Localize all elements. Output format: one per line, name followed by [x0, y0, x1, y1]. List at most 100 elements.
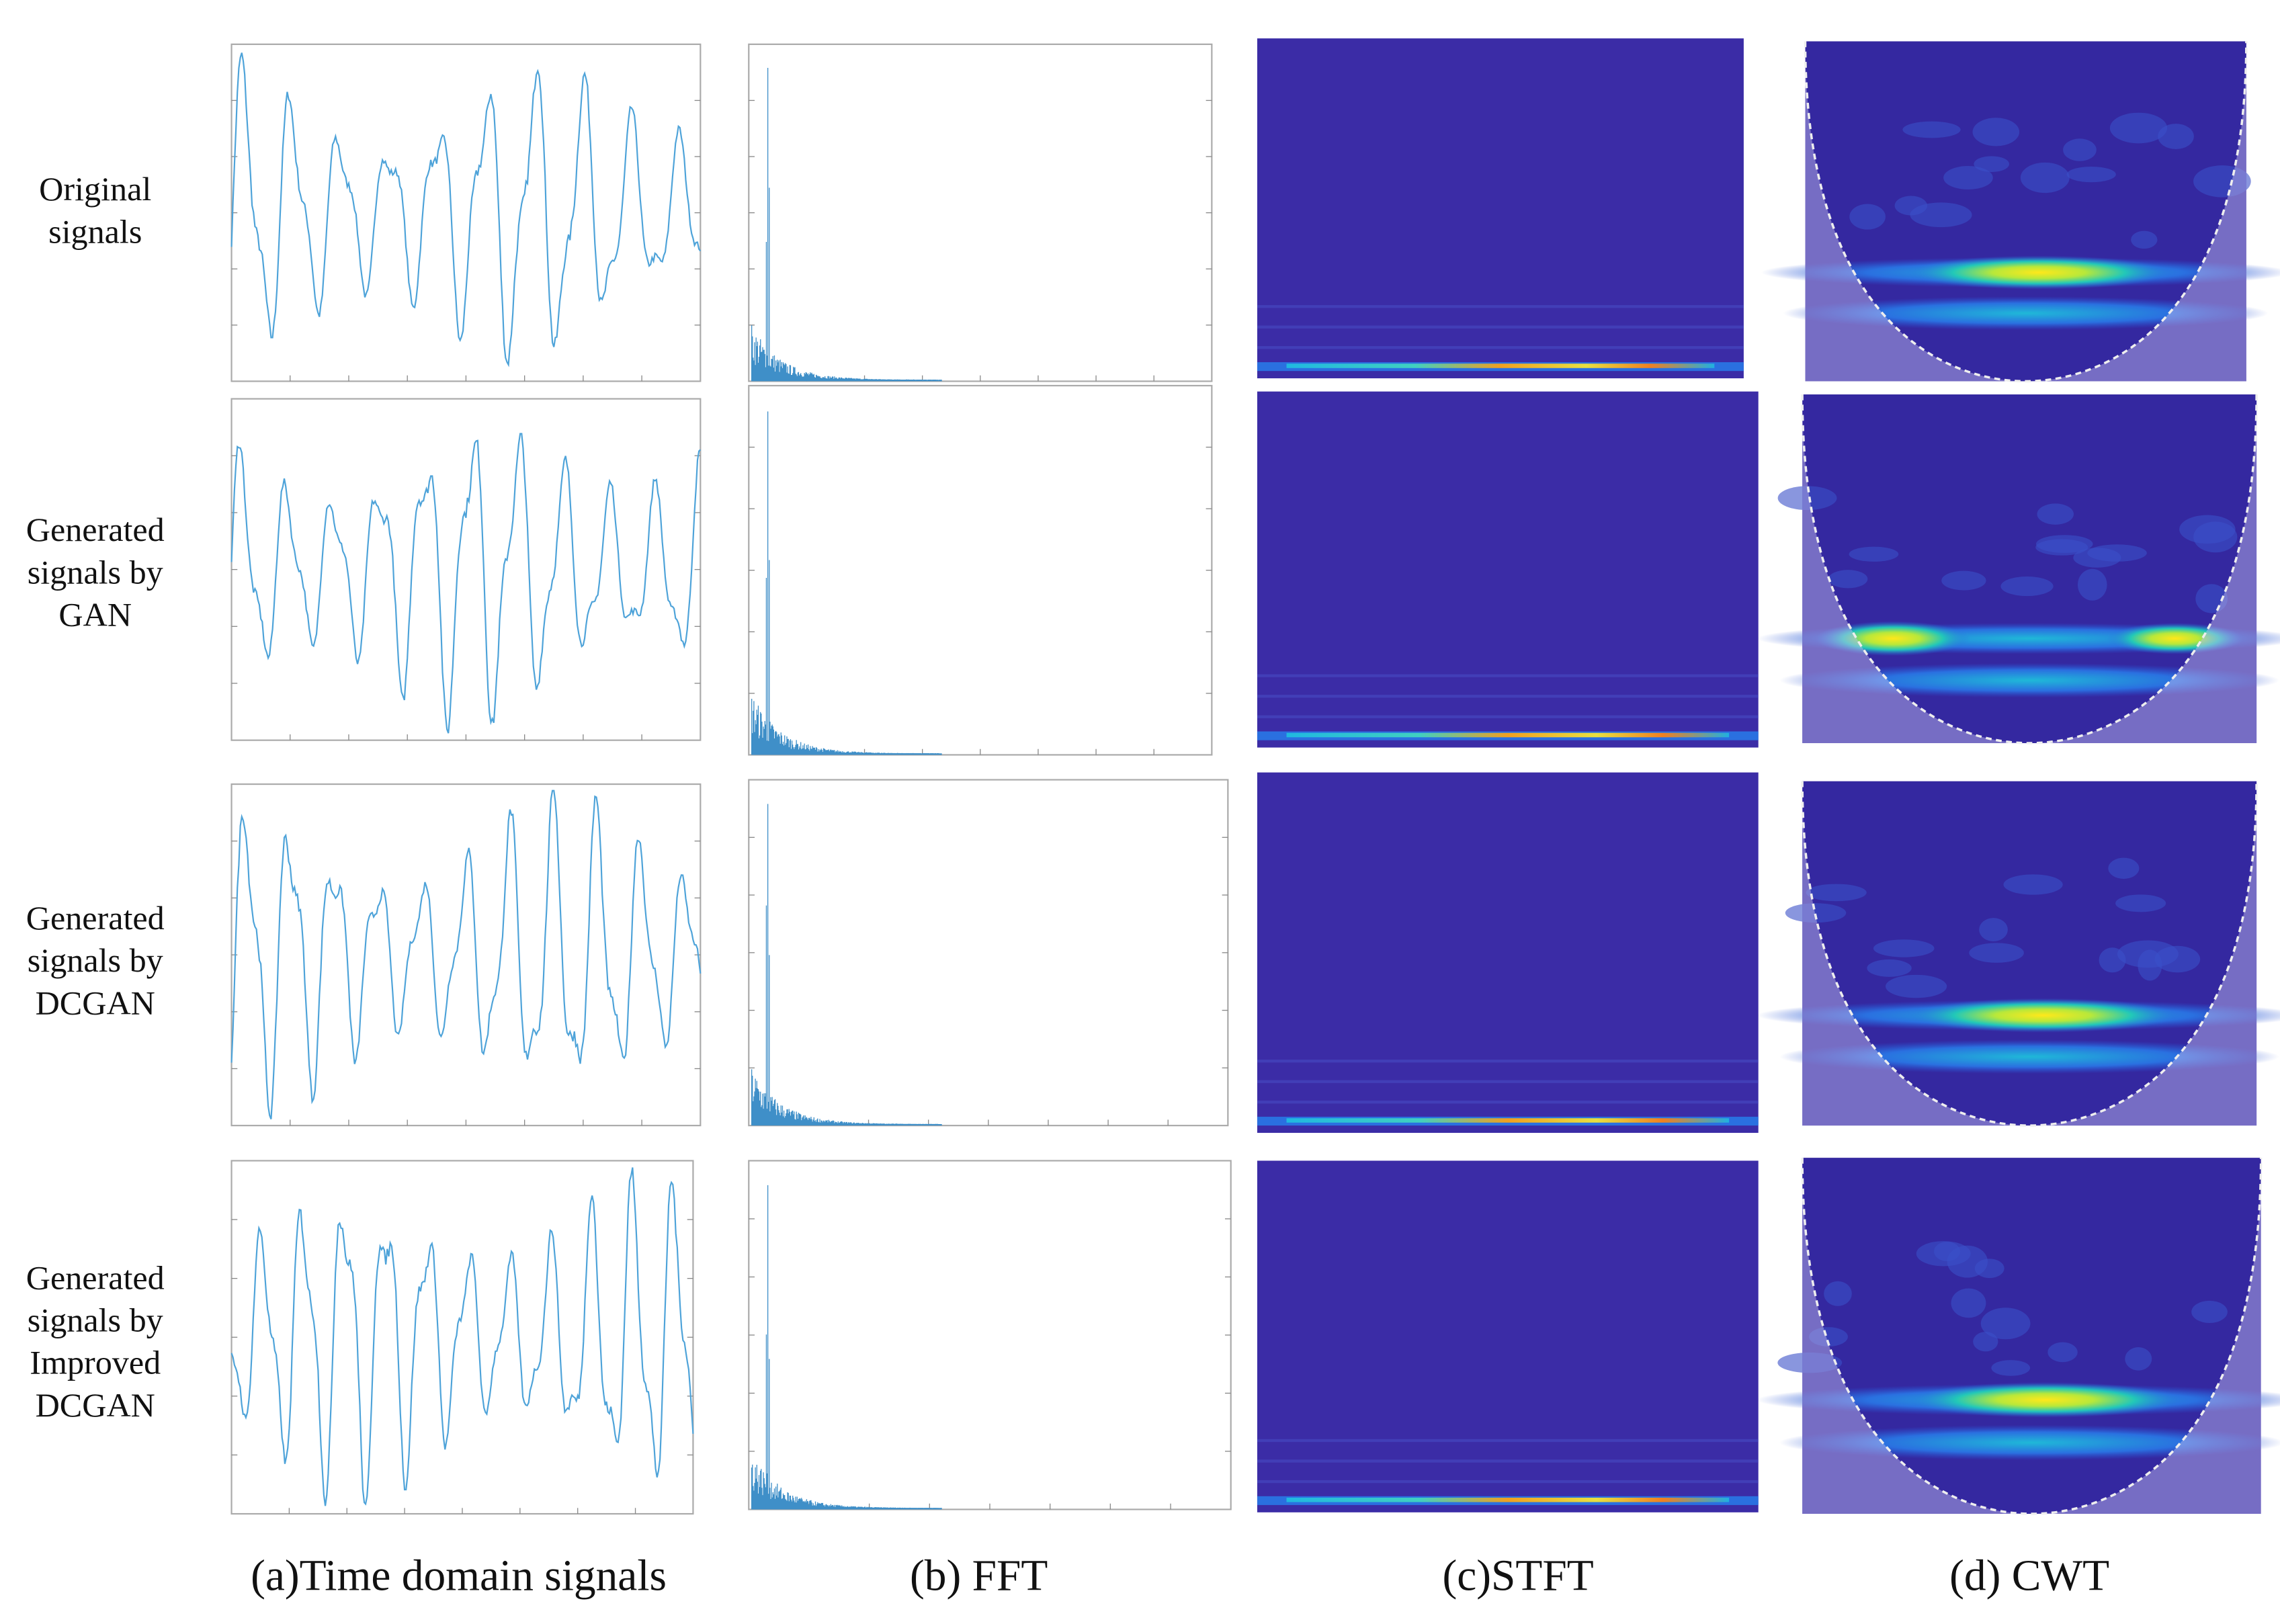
scalogram-blob: [1873, 939, 1935, 957]
scalogram-band: [1783, 296, 2269, 331]
scalogram-peak: [1816, 621, 1971, 656]
panel: [1757, 781, 2280, 1127]
spectrogram-band: [1257, 346, 1744, 349]
scalogram-blob: [1991, 1360, 2031, 1376]
column-label: (d) CWT: [1949, 1551, 2109, 1600]
axes-box: [230, 783, 702, 1127]
spectrogram-band: [1257, 674, 1759, 677]
scalogram-blob: [2020, 162, 2070, 194]
scalogram-blob: [2108, 857, 2140, 879]
cone-shade: [1805, 41, 2246, 382]
scalogram-blob: [1974, 1258, 2004, 1279]
panel: [748, 779, 1229, 1127]
scalogram-band: [1779, 1424, 2280, 1461]
panel: [748, 384, 1213, 756]
spectrogram-band: [1286, 364, 1715, 368]
scalogram-blob: [1974, 156, 2009, 173]
row-label: DCGAN: [36, 984, 155, 1021]
scalogram-blob: [1969, 943, 2024, 963]
spectrogram: [1257, 38, 1744, 379]
panel: [230, 783, 702, 1127]
scalogram-blob: [1849, 546, 1899, 562]
scalogram-blob: [1886, 974, 1947, 998]
spectrogram-band: [1257, 695, 1759, 698]
scalogram-blob: [1849, 204, 1886, 230]
cone-of-influence: [1801, 1158, 2263, 1515]
cone-of-influence: [1804, 41, 2248, 383]
row-label: signals by: [28, 1301, 163, 1339]
row-label: Original: [39, 170, 151, 208]
panel: [230, 398, 702, 741]
spectrogram-band: [1257, 1459, 1759, 1463]
scalogram-blob: [2179, 515, 2236, 544]
row-label: signals: [48, 212, 142, 250]
scalogram-blob: [2035, 539, 2088, 556]
scalogram-band: [1779, 1039, 2279, 1074]
spectrum: [751, 1185, 942, 1510]
spectrogram-band: [1257, 1080, 1759, 1083]
panel: [1761, 41, 2280, 383]
scalogram-blob: [1867, 959, 1912, 977]
spectrogram-band: [1257, 305, 1744, 308]
spectrum: [751, 411, 942, 755]
scalogram-peak: [2107, 622, 2243, 654]
spectrogram-band: [1286, 1118, 1730, 1123]
spectrogram-band: [1257, 1480, 1759, 1484]
labels: Original signals Generated signals by GAN Gen…: [26, 170, 2109, 1600]
signal-trace: [230, 1167, 694, 1506]
row-label: signals by: [28, 553, 163, 591]
panel: [1257, 1160, 1759, 1512]
scalogram-blob: [2063, 138, 2097, 161]
scalogram-blob: [1894, 196, 1928, 216]
scalogram-blob: [2066, 167, 2116, 183]
scalogram-blob: [1785, 903, 1847, 923]
scalogram-blob: [2109, 112, 2168, 144]
axes-box: [230, 398, 702, 741]
axes-box: [748, 1160, 1232, 1510]
panel: [230, 43, 702, 382]
row-label: GAN: [58, 596, 132, 634]
spectrogram-band: [1257, 325, 1744, 329]
scalogram-blob: [1972, 118, 2020, 146]
scalogram-blob: [1943, 165, 1993, 189]
scalogram-blob: [2037, 503, 2074, 525]
scalogram-blob: [2193, 165, 2251, 198]
column-label: (b) FFT: [910, 1551, 1048, 1600]
panel: [1756, 1158, 2280, 1515]
scalogram-blob: [2047, 1342, 2078, 1363]
panel: [748, 1160, 1232, 1510]
signal-trace: [230, 789, 702, 1119]
spectrogram: [1257, 772, 1759, 1134]
scalogram-blob: [2191, 1300, 2228, 1323]
panel: [1257, 772, 1759, 1134]
scalogram-peak: [1906, 255, 2172, 290]
panel: [230, 1160, 694, 1515]
scalogram-blob: [2125, 1347, 2152, 1371]
scalogram-blob: [1979, 918, 2008, 942]
cone-shade: [1802, 394, 2257, 744]
axes-box: [748, 779, 1229, 1127]
scalogram-blob: [1951, 1288, 1986, 1318]
row-label: signals by: [28, 941, 163, 979]
column-label: (a)Time domain signals: [251, 1551, 667, 1600]
row-label: Improved: [30, 1344, 161, 1381]
scalogram-blob: [2000, 576, 2054, 597]
scalogram-blob: [1941, 570, 1986, 591]
spectrogram-band: [1257, 715, 1759, 718]
spectrum: [751, 67, 942, 382]
scalogram-peak: [1906, 998, 2180, 1033]
panel: [1257, 391, 1759, 748]
scalogram-blob: [1916, 1241, 1971, 1267]
scalogram-blob: [2003, 874, 2063, 895]
axes-box: [230, 1160, 694, 1515]
scalogram-blob: [1777, 486, 1837, 511]
scalogram-blob: [1809, 1327, 1848, 1347]
scalogram-blob: [2115, 894, 2166, 912]
panel: [1257, 38, 1744, 379]
scalogram-peak: [1908, 1381, 2183, 1418]
scalogram-blob: [1777, 1352, 1843, 1373]
scalogram-blob: [1973, 1332, 1998, 1352]
spectrogram-band: [1286, 732, 1730, 738]
cone-shade: [1802, 1158, 2261, 1514]
